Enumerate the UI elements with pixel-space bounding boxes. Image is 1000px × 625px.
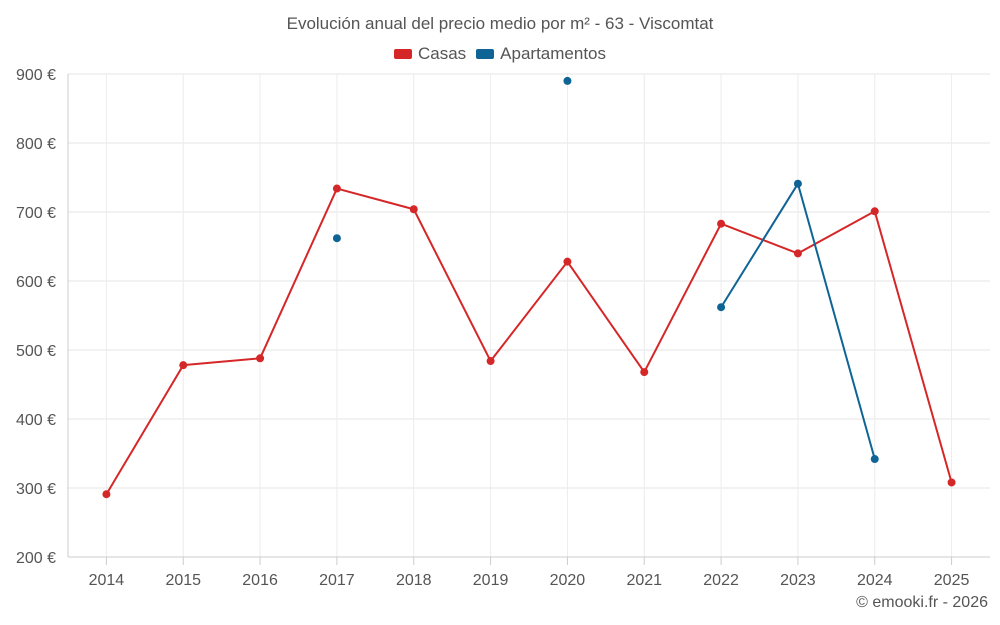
y-tick-label: 200 € <box>16 550 56 567</box>
legend: Casas Apartamentos <box>0 44 1000 64</box>
grid <box>68 73 990 558</box>
x-tick-label: 2020 <box>550 572 586 589</box>
data-point-apartamentos-2023[interactable] <box>793 179 802 188</box>
axes: 200 € 300 € 400 € 500 € 600 € 700 € 800 € 900 €… <box>16 67 990 589</box>
y-tick-label: 400 € <box>16 412 56 429</box>
x-tick-label: 2024 <box>857 572 893 589</box>
x-tick-label: 2014 <box>89 572 125 589</box>
y-tick-label: 600 € <box>16 274 56 291</box>
legend-swatch-casas <box>393 49 412 59</box>
y-tick-label: 300 € <box>16 481 56 498</box>
x-tick-label: 2018 <box>396 572 432 589</box>
data-point-apartamentos-2022[interactable] <box>717 303 726 312</box>
legend-swatch-apartamentos <box>476 49 495 59</box>
data-point-casas-2025[interactable] <box>947 478 956 487</box>
chart-title: Evolución anual del precio medio por m² … <box>286 14 714 33</box>
data-point-casas-2018[interactable] <box>409 205 418 214</box>
data-point-casas-2021[interactable] <box>640 368 649 377</box>
data-point-casas-2020[interactable] <box>563 257 572 266</box>
x-tick-label: 2017 <box>319 572 355 589</box>
x-tick-label: 2016 <box>242 572 278 589</box>
x-tick-label: 2022 <box>703 572 739 589</box>
data-point-casas-2014[interactable] <box>102 490 111 499</box>
data-point-apartamentos-2024[interactable] <box>870 455 879 464</box>
x-tick-label: 2019 <box>473 572 509 589</box>
x-tick-label: 2025 <box>934 572 970 589</box>
data-point-casas-2022[interactable] <box>717 219 726 228</box>
x-tick-label: 2015 <box>165 572 201 589</box>
credits[interactable]: © emooki.fr - 2026 <box>856 594 988 611</box>
data-point-apartamentos-2017[interactable] <box>332 234 341 243</box>
y-tick-label: 900 € <box>16 67 56 84</box>
data-point-apartamentos-2020[interactable] <box>563 76 572 85</box>
data-point-casas-2017[interactable] <box>332 184 341 193</box>
y-tick-label: 800 € <box>16 136 56 153</box>
series-line-casas <box>105 187 953 495</box>
x-tick-label: 2021 <box>626 572 662 589</box>
data-point-casas-2023[interactable] <box>793 249 802 258</box>
legend-label-apartamentos: Apartamentos <box>500 44 607 63</box>
legend-item-apartamentos[interactable]: Apartamentos <box>476 44 606 64</box>
series <box>102 76 956 499</box>
legend-label-casas: Casas <box>417 44 467 63</box>
y-tick-label: 500 € <box>16 343 56 360</box>
data-point-casas-2019[interactable] <box>486 357 495 366</box>
data-point-casas-2024[interactable] <box>870 207 879 216</box>
y-tick-label: 700 € <box>16 205 56 222</box>
data-point-casas-2016[interactable] <box>256 354 265 363</box>
x-tick-label: 2023 <box>780 572 816 589</box>
legend-item-casas[interactable]: Casas <box>393 44 467 64</box>
data-point-casas-2015[interactable] <box>179 361 188 370</box>
